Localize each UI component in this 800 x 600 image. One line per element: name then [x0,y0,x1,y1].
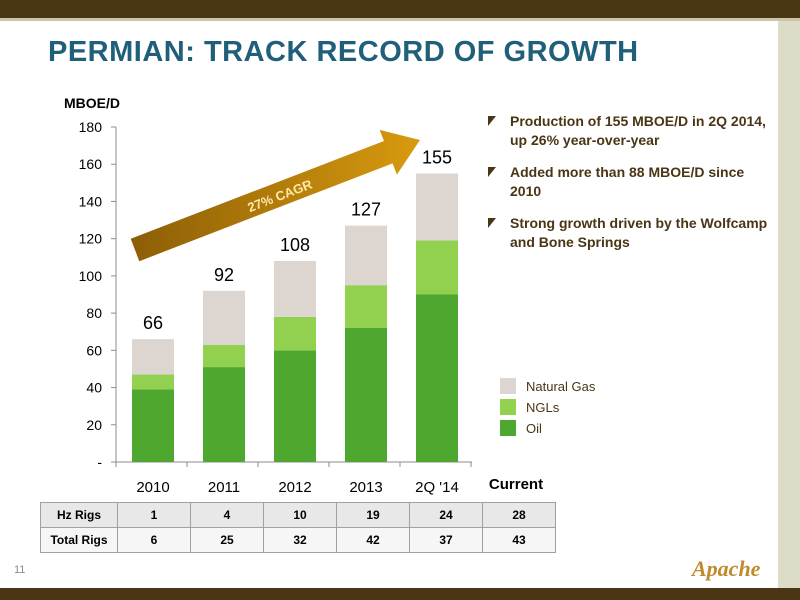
rigs-table: Hz Rigs 1 4 10 19 24 28 Total Rigs 6 25 … [40,502,556,553]
table-row: Hz Rigs 1 4 10 19 24 28 [40,502,556,528]
legend-label: Oil [526,421,542,436]
table-cell: 32 [263,527,337,553]
bar-segment-ngls [203,344,245,368]
table-cell: 19 [336,502,410,528]
bullet-text: Strong growth driven by the Wolfcamp and… [510,215,768,250]
row-label: Total Rigs [40,527,118,553]
y-tick-label: 160 [79,156,103,172]
cagr-arrow [130,129,420,262]
y-tick-label: 80 [86,305,102,321]
y-axis-title: MBOE/D [64,95,120,111]
bar-segment-natural-gas [132,339,174,375]
table-cell: 4 [190,502,264,528]
legend-swatch [500,399,516,415]
y-tick-label: 40 [86,380,102,396]
legend-label: Natural Gas [526,379,596,394]
bar-segment-natural-gas [416,173,458,241]
bar-total-label: 66 [143,313,163,333]
table-cell: 6 [117,527,191,553]
bar-segment-ngls [345,285,387,328]
x-tick-label: 2Q '14 [415,479,459,496]
bar-segment-natural-gas [203,290,245,345]
table-cell: 43 [482,527,556,553]
bar-segment-natural-gas [274,261,316,317]
table-cell: 10 [263,502,337,528]
x-tick-label: 2011 [208,479,240,496]
y-tick-label: 180 [79,119,103,135]
x-tick-label: 2012 [278,479,311,496]
y-tick-label: - [97,454,102,470]
bar-segment-ngls [416,240,458,295]
bar-segment-oil [345,328,387,462]
bar-total-label: 127 [351,200,381,220]
x-tick-label: 2013 [349,479,382,496]
bullet-text: Added more than 88 MBOE/D since 2010 [510,164,745,199]
page-number: 11 [14,564,26,576]
row-label: Hz Rigs [40,502,118,528]
bar-total-label: 108 [280,235,310,255]
bar-segment-oil [132,389,174,462]
bar-segment-natural-gas [345,225,387,286]
slide-title: PERMIAN: TRACK RECORD OF GROWTH [48,36,639,68]
legend-swatch [500,420,516,436]
legend-swatch [500,378,516,394]
bullet-arrow-icon [488,167,496,177]
top-bar [0,0,800,18]
table-row: Total Rigs 6 25 32 42 37 43 [40,527,556,553]
bar-total-label: 155 [422,148,452,168]
y-tick-label: 100 [79,268,103,284]
bullet-arrow-icon [488,116,496,126]
bar-segment-ngls [132,374,174,390]
top-bar-accent [0,18,800,21]
bullet-arrow-icon [488,218,496,228]
legend-label: NGLs [526,400,560,415]
bullet-item: Added more than 88 MBOE/D since 2010 [488,163,773,201]
right-strip [778,21,800,588]
apache-logo: Apache [692,556,761,581]
bullet-list: Production of 155 MBOE/D in 2Q 2014, up … [488,112,773,265]
table-cell: 28 [482,502,556,528]
table-cell: 37 [409,527,483,553]
bottom-bar [0,588,800,600]
bullet-item: Production of 155 MBOE/D in 2Q 2014, up … [488,112,773,150]
bar-segment-oil [203,367,245,462]
y-tick-label: 60 [86,342,102,358]
bullet-text: Production of 155 MBOE/D in 2Q 2014, up … [510,113,766,148]
table-cell: 1 [117,502,191,528]
table-cell: 24 [409,502,483,528]
y-tick-label: 120 [79,231,103,247]
y-tick-label: 140 [79,193,103,209]
y-tick-label: 20 [86,417,102,433]
table-cell: 25 [190,527,264,553]
table-cell: 42 [336,527,410,553]
bar-segment-ngls [274,316,316,351]
bar-segment-oil [274,350,316,462]
current-header: Current [489,476,543,493]
x-tick-label: 2010 [136,479,169,496]
bar-segment-oil [416,294,458,462]
bullet-item: Strong growth driven by the Wolfcamp and… [488,214,773,252]
bar-total-label: 92 [214,265,234,285]
